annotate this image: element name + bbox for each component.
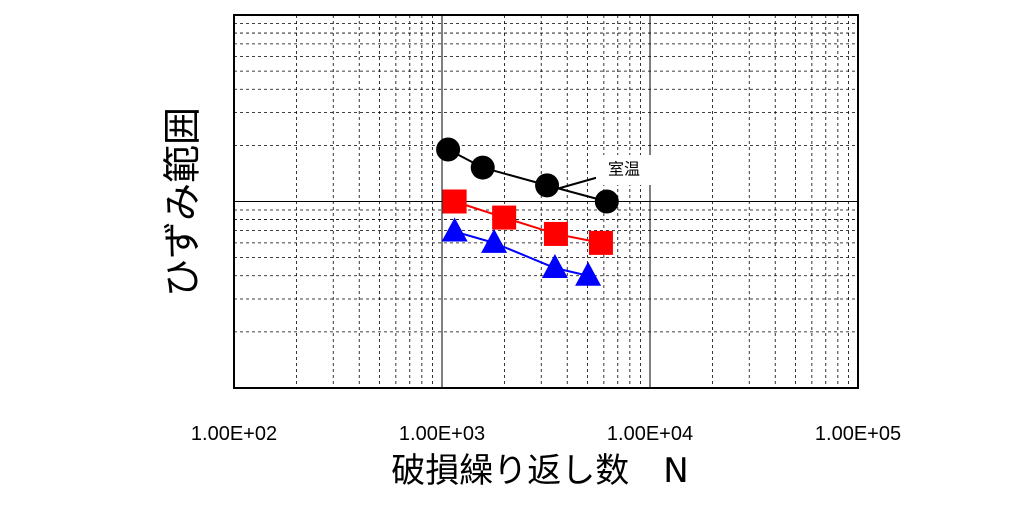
y-axis-label: ひずみ範囲 <box>161 107 205 297</box>
x-tick-label: 1.00E+03 <box>399 423 485 445</box>
point <box>541 253 568 278</box>
point <box>441 217 468 242</box>
x-tick-label: 1.00E+05 <box>815 423 901 445</box>
point <box>442 189 467 214</box>
point <box>575 261 602 286</box>
point <box>588 230 613 255</box>
point <box>594 189 619 214</box>
point <box>481 228 508 253</box>
x-axis-label: 破損繰り返し数 N <box>391 451 688 491</box>
point <box>436 137 461 162</box>
point <box>492 205 517 230</box>
annotation-box <box>596 155 654 185</box>
series-line <box>454 230 589 277</box>
annotation: 室温 <box>608 160 640 179</box>
plot-border <box>233 14 859 389</box>
point <box>535 173 560 198</box>
series-line <box>454 200 602 244</box>
point <box>470 155 495 180</box>
series-line <box>447 148 608 203</box>
x-tick-label: 1.00E+04 <box>607 423 693 445</box>
point <box>543 221 568 246</box>
x-tick-label: 1.00E+02 <box>191 423 277 445</box>
